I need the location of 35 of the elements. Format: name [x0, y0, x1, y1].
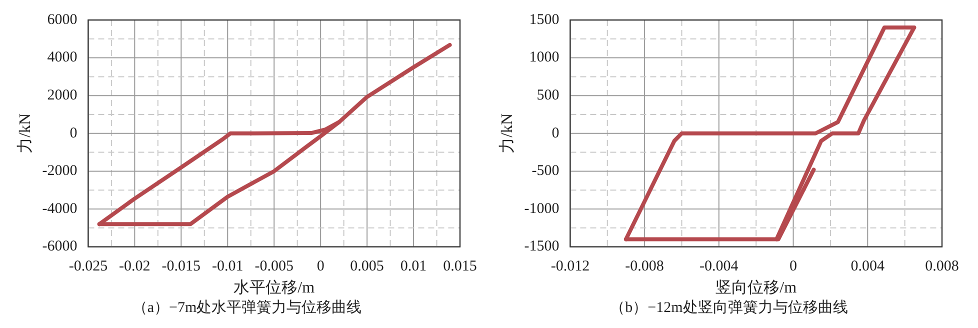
- x-tick-label: 0: [790, 258, 798, 275]
- x-tick-label: -0.012: [550, 258, 590, 275]
- y-tick-label: -500: [532, 163, 560, 180]
- x-tick-label: -0.005: [254, 258, 294, 275]
- x-tick-label: 0.01: [400, 258, 427, 275]
- y-tick-label: -2000: [42, 163, 78, 180]
- y-tick-label: 4000: [47, 50, 78, 66]
- y-tick-label: 2000: [47, 88, 78, 104]
- y-tick-label: -1500: [524, 238, 560, 255]
- y-tick-label: -4000: [42, 200, 78, 217]
- y-tick-label: 500: [536, 88, 560, 104]
- y-tick-label: -6000: [42, 238, 78, 255]
- x-axis-title: 水平位移/m: [234, 278, 316, 297]
- y-tick-label: 1500: [529, 12, 560, 28]
- y-tick-label: 0: [552, 125, 560, 142]
- x-tick-label: -0.025: [68, 258, 108, 275]
- x-tick-label: -0.01: [212, 258, 244, 275]
- x-tick-label: 0.005: [350, 258, 384, 275]
- x-tick-label: -0.004: [700, 258, 739, 275]
- x-axis-title: 竖向位移/m: [716, 280, 798, 297]
- y-tick-label: 0: [70, 125, 78, 142]
- y-tick-label: 6000: [47, 12, 78, 28]
- x-tick-label: -0.015: [162, 258, 201, 275]
- text: （a）−7m处水平弹簧力与位移曲线: [132, 298, 362, 317]
- x-tick-label: 0.004: [850, 258, 886, 275]
- text: （b）−12m处竖向弹簧力与位移曲线: [610, 298, 848, 317]
- x-tick-label: -0.008: [625, 258, 664, 275]
- x-tick-label: 0: [316, 258, 324, 275]
- y-axis-title: 力/kN: [16, 112, 34, 154]
- y-axis-title: 力/kN: [498, 112, 516, 154]
- x-tick-label: -0.02: [119, 258, 150, 275]
- y-tick-label: 1000: [529, 50, 560, 66]
- x-tick-label: 0.008: [925, 258, 959, 275]
- y-tick-label: -1000: [524, 200, 560, 217]
- x-tick-label: 0.015: [443, 258, 477, 275]
